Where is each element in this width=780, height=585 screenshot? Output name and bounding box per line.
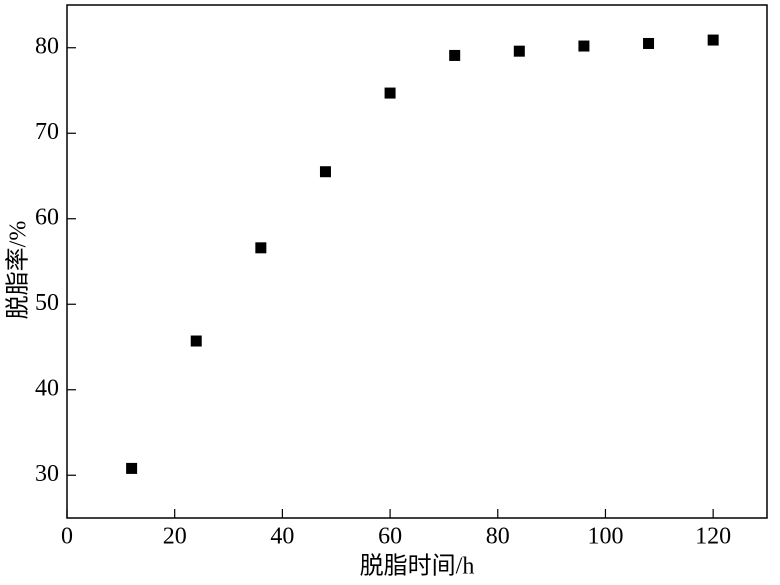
- x-tick-label: 100: [587, 524, 623, 550]
- x-tick-label: 40: [270, 524, 294, 550]
- y-tick-label: 60: [35, 204, 59, 230]
- point: [707, 34, 719, 46]
- y-tick-label: 70: [35, 119, 59, 145]
- x-axis-label: 脱脂时间/h: [360, 553, 475, 580]
- point: [384, 87, 396, 99]
- x-tick-label: 0: [61, 524, 73, 550]
- point: [643, 37, 655, 49]
- point: [319, 166, 331, 178]
- plot-frame: [66, 4, 768, 519]
- point: [255, 242, 267, 254]
- point: [190, 335, 202, 347]
- y-tick-label: 40: [35, 375, 59, 401]
- x-tick-label: 120: [695, 524, 731, 550]
- x-tick-label: 80: [486, 524, 510, 550]
- y-axis-label: 脱脂率/%: [5, 221, 32, 320]
- y-tick-label: 30: [35, 461, 59, 487]
- x-tick-label: 60: [378, 524, 402, 550]
- point: [449, 49, 461, 61]
- x-tick-label: 20: [163, 524, 187, 550]
- y-tick-label: 50: [35, 290, 59, 316]
- point: [578, 40, 590, 52]
- point: [126, 462, 138, 474]
- y-tick-label: 80: [35, 33, 59, 59]
- point: [513, 45, 525, 57]
